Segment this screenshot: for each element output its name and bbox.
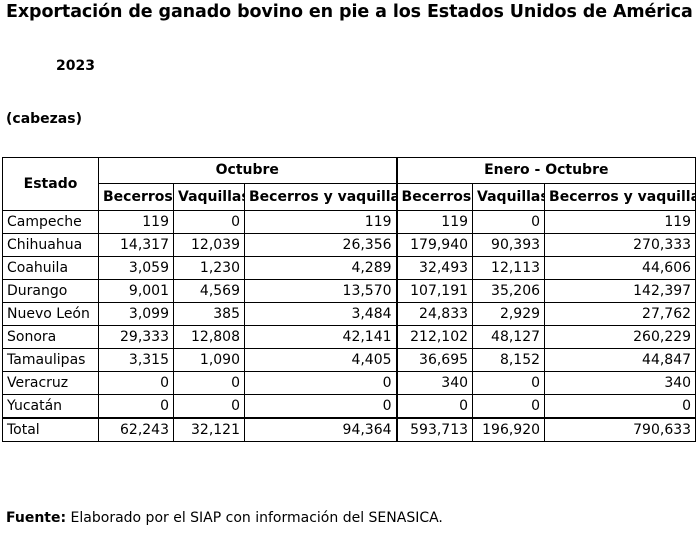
source-text: Elaborado por el SIAP con información de… xyxy=(70,510,443,526)
estado-cell: Sonora xyxy=(2,325,99,349)
acumulado-vaquillas-cell: 8,152 xyxy=(472,348,546,372)
octubre-becerros-cell: 3,059 xyxy=(98,256,174,280)
estado-cell: Tamaulipas xyxy=(2,348,99,372)
estado-cell: Campeche xyxy=(2,210,99,234)
table-row: Campeche 119 0 119 119 0 119 xyxy=(2,210,697,234)
octubre-vaquillas-cell: 1,230 xyxy=(173,256,245,280)
acumulado-total-cell: 142,397 xyxy=(544,279,697,303)
group-header-octubre: Octubre xyxy=(97,157,398,184)
acumulado-vaquillas-cell: 35,206 xyxy=(472,279,546,303)
table-row: Tamaulipas 3,315 1,090 4,405 36,695 8,152 44,8… xyxy=(2,348,697,372)
octubre-vaquillas-cell: 4,569 xyxy=(173,279,245,303)
table-row: Durango 9,001 4,569 13,570 107,191 35,206 142,… xyxy=(2,279,697,303)
total-row: Total 62,243 32,121 94,364 593,713 196,920 790… xyxy=(2,417,697,442)
subheader-becerros: Becerros xyxy=(98,183,174,211)
table-row: Yucatán 0 0 0 0 0 0 xyxy=(2,394,697,419)
octubre-vaquillas-cell: 32,121 xyxy=(173,417,245,442)
acumulado-total-cell: 44,847 xyxy=(544,348,697,372)
subheader-becerros-y-vaquillas: Becerros y vaquillas xyxy=(544,183,697,211)
acumulado-becerros-cell: 212,102 xyxy=(395,325,474,349)
octubre-total-cell: 26,356 xyxy=(243,233,398,257)
source-label: Fuente: xyxy=(6,510,67,526)
estado-cell: Total xyxy=(2,417,99,442)
octubre-becerros-cell: 9,001 xyxy=(98,279,174,303)
octubre-vaquillas-cell: 0 xyxy=(173,210,245,234)
octubre-becerros-cell: 3,099 xyxy=(98,302,174,326)
octubre-vaquillas-cell: 0 xyxy=(173,394,245,419)
acumulado-becerros-cell: 340 xyxy=(395,371,474,395)
subheader-vaquillas: Vaquillas xyxy=(472,183,546,211)
octubre-total-cell: 3,484 xyxy=(243,302,398,326)
table-row: Sonora 29,333 12,808 42,141 212,102 48,127 260… xyxy=(2,325,697,349)
acumulado-total-cell: 27,762 xyxy=(544,302,697,326)
source-note: Fuente: Elaborado por el SIAP con inform… xyxy=(6,510,443,526)
acumulado-total-cell: 44,606 xyxy=(544,256,697,280)
octubre-becerros-cell: 62,243 xyxy=(98,417,174,442)
octubre-becerros-cell: 0 xyxy=(98,371,174,395)
table-row: Coahuila 3,059 1,230 4,289 32,493 12,113 44,60… xyxy=(2,256,697,280)
octubre-total-cell: 0 xyxy=(243,371,398,395)
acumulado-total-cell: 790,633 xyxy=(544,417,697,442)
acumulado-becerros-cell: 0 xyxy=(395,394,474,419)
acumulado-total-cell: 260,229 xyxy=(544,325,697,349)
acumulado-becerros-cell: 36,695 xyxy=(395,348,474,372)
octubre-vaquillas-cell: 0 xyxy=(173,371,245,395)
acumulado-vaquillas-cell: 2,929 xyxy=(472,302,546,326)
acumulado-vaquillas-cell: 48,127 xyxy=(472,325,546,349)
acumulado-total-cell: 270,333 xyxy=(544,233,697,257)
document-title: Exportación de ganado bovino en pie a lo… xyxy=(6,2,693,22)
table-row: Veracruz 0 0 0 340 0 340 xyxy=(2,371,697,395)
group-header-enero-octubre: Enero - Octubre xyxy=(395,157,697,184)
export-table: Estado Octubre Enero - Octubre Becerros … xyxy=(2,157,697,442)
octubre-total-cell: 13,570 xyxy=(243,279,398,303)
acumulado-vaquillas-cell: 90,393 xyxy=(472,233,546,257)
table-subheader-row: Becerros Vaquillas Becerros y vaquillas … xyxy=(3,183,697,211)
estado-cell: Veracruz xyxy=(2,371,99,395)
acumulado-becerros-cell: 24,833 xyxy=(395,302,474,326)
acumulado-becerros-cell: 179,940 xyxy=(395,233,474,257)
estado-header: Estado xyxy=(2,157,99,211)
octubre-total-cell: 119 xyxy=(243,210,398,234)
acumulado-total-cell: 119 xyxy=(544,210,697,234)
acumulado-vaquillas-cell: 12,113 xyxy=(472,256,546,280)
octubre-becerros-cell: 0 xyxy=(98,394,174,419)
acumulado-becerros-cell: 593,713 xyxy=(395,417,474,442)
octubre-vaquillas-cell: 12,808 xyxy=(173,325,245,349)
units-label: (cabezas) xyxy=(6,111,82,127)
estado-cell: Yucatán xyxy=(2,394,99,419)
octubre-becerros-cell: 29,333 xyxy=(98,325,174,349)
octubre-total-cell: 4,289 xyxy=(243,256,398,280)
acumulado-vaquillas-cell: 0 xyxy=(472,394,546,419)
octubre-total-cell: 94,364 xyxy=(243,417,398,442)
octubre-becerros-cell: 3,315 xyxy=(98,348,174,372)
acumulado-vaquillas-cell: 0 xyxy=(472,210,546,234)
estado-cell: Chihuahua xyxy=(2,233,99,257)
subheader-becerros: Becerros xyxy=(395,183,474,211)
octubre-total-cell: 4,405 xyxy=(243,348,398,372)
acumulado-total-cell: 340 xyxy=(544,371,697,395)
octubre-vaquillas-cell: 1,090 xyxy=(173,348,245,372)
year-label: 2023 xyxy=(56,58,95,74)
octubre-vaquillas-cell: 385 xyxy=(173,302,245,326)
octubre-total-cell: 0 xyxy=(243,394,398,419)
table-row: Nuevo León 3,099 385 3,484 24,833 2,929 27,762 xyxy=(2,302,697,326)
acumulado-becerros-cell: 32,493 xyxy=(395,256,474,280)
acumulado-vaquillas-cell: 196,920 xyxy=(472,417,546,442)
estado-cell: Coahuila xyxy=(2,256,99,280)
octubre-total-cell: 42,141 xyxy=(243,325,398,349)
acumulado-becerros-cell: 107,191 xyxy=(395,279,474,303)
estado-cell: Nuevo León xyxy=(2,302,99,326)
octubre-becerros-cell: 14,317 xyxy=(98,233,174,257)
acumulado-total-cell: 0 xyxy=(544,394,697,419)
table-row: Chihuahua 14,317 12,039 26,356 179,940 90,393… xyxy=(2,233,697,257)
subheader-becerros-y-vaquillas: Becerros y vaquillas xyxy=(243,183,398,211)
estado-cell: Durango xyxy=(2,279,99,303)
octubre-becerros-cell: 119 xyxy=(98,210,174,234)
acumulado-vaquillas-cell: 0 xyxy=(472,371,546,395)
table-header-group-row: Estado Octubre Enero - Octubre xyxy=(2,157,697,211)
subheader-vaquillas: Vaquillas xyxy=(173,183,245,211)
acumulado-becerros-cell: 119 xyxy=(395,210,474,234)
octubre-vaquillas-cell: 12,039 xyxy=(173,233,245,257)
